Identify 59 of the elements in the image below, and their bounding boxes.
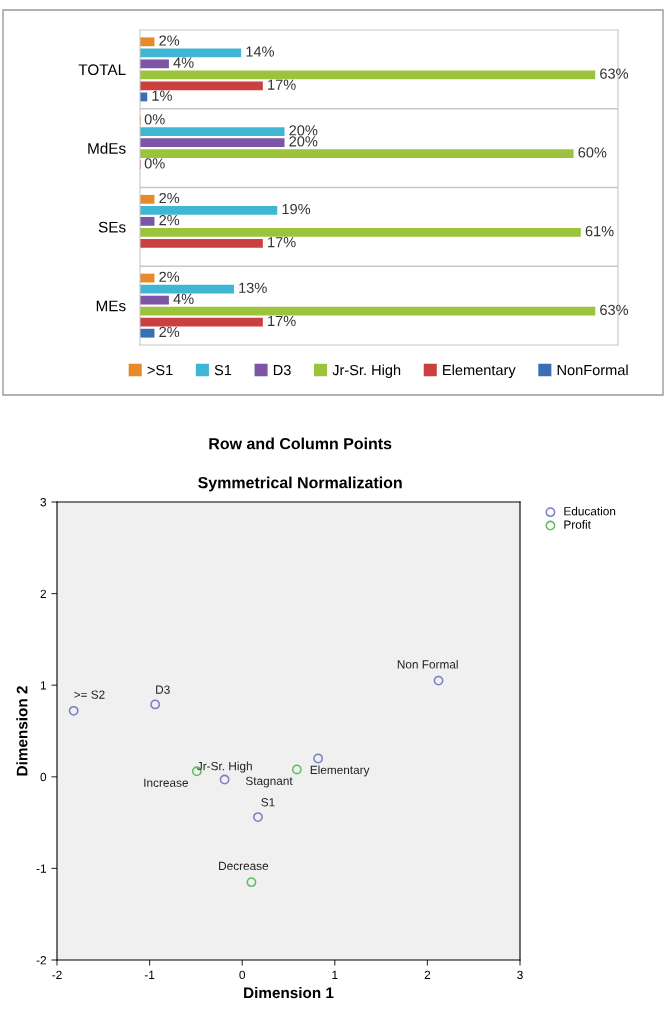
data-label: 2%	[159, 271, 180, 282]
data-label: 4%	[173, 57, 194, 68]
x-tick-label: 3	[517, 970, 523, 980]
data-label: 63%	[600, 304, 629, 316]
data-label: 14%	[246, 46, 274, 57]
data-label: 20%	[289, 125, 318, 136]
data-label: 1%	[152, 90, 172, 101]
y-tick-label: -2	[36, 956, 46, 965]
x-tick-label: -1	[144, 970, 155, 979]
data-label: 17%	[268, 315, 296, 327]
x-tick-label: -2	[52, 970, 62, 979]
y-tick-label: 3	[40, 498, 47, 507]
annotation: Non Formal	[397, 659, 458, 669]
legend-label: D3	[273, 364, 291, 376]
data-label: 0%	[144, 158, 165, 169]
annotation: >= S2	[74, 690, 105, 699]
annotation: Increase	[144, 778, 188, 787]
data-label: 17%	[268, 237, 296, 248]
annotation: D3	[156, 685, 170, 694]
x-tick-label: 2	[424, 970, 431, 979]
annotation: Elementary	[310, 765, 370, 777]
data-label: 60%	[578, 147, 607, 158]
x-tick-label: 0	[239, 970, 246, 980]
y-tick-label: TOTAL	[78, 64, 126, 76]
annotation: S1	[261, 798, 275, 807]
y-tick-label: SEs	[98, 221, 126, 233]
y-tick-label: MEs	[96, 300, 126, 312]
legend-label: S1	[214, 364, 232, 376]
data-label: 13%	[239, 282, 267, 293]
data-label: 2%	[159, 214, 180, 226]
data-label: 2%	[159, 192, 180, 204]
y-axis-title: Dimension 2	[16, 686, 28, 776]
y-tick-label: 2	[40, 589, 46, 598]
legend-label: Profit	[564, 520, 591, 529]
legend-label: Jr-Sr. High	[332, 364, 401, 379]
data-label: 61%	[585, 225, 614, 237]
data-label: 63%	[600, 68, 629, 79]
y-tick-label: 1	[40, 681, 47, 690]
data-label: 0%	[144, 114, 165, 125]
legend-label: NonFormal	[557, 364, 628, 376]
y-tick-label: MdEs	[88, 142, 126, 154]
annotation: Stagnant	[245, 776, 293, 788]
legend-label: Education	[564, 506, 616, 516]
annotation: Decrease	[219, 861, 269, 871]
chart-subtitle: Symmetrical Normalization	[198, 476, 402, 492]
data-label: 20%	[289, 136, 318, 147]
legend-label: >S1	[147, 364, 173, 376]
data-label: 4%	[173, 293, 194, 304]
y-tick-label: -1	[36, 864, 47, 873]
x-axis-title: Dimension 1	[244, 986, 334, 999]
annotation: Jr-Sr. High	[197, 761, 252, 773]
chart-title: Row and Column Points	[209, 437, 392, 450]
data-label: 2%	[159, 326, 180, 338]
data-label: 19%	[282, 203, 311, 215]
data-label: 17%	[268, 79, 296, 90]
data-label: 2%	[159, 35, 180, 46]
y-tick-label: 0	[40, 772, 47, 782]
legend-label: Elementary	[443, 364, 516, 379]
x-tick-label: 1	[332, 970, 338, 979]
